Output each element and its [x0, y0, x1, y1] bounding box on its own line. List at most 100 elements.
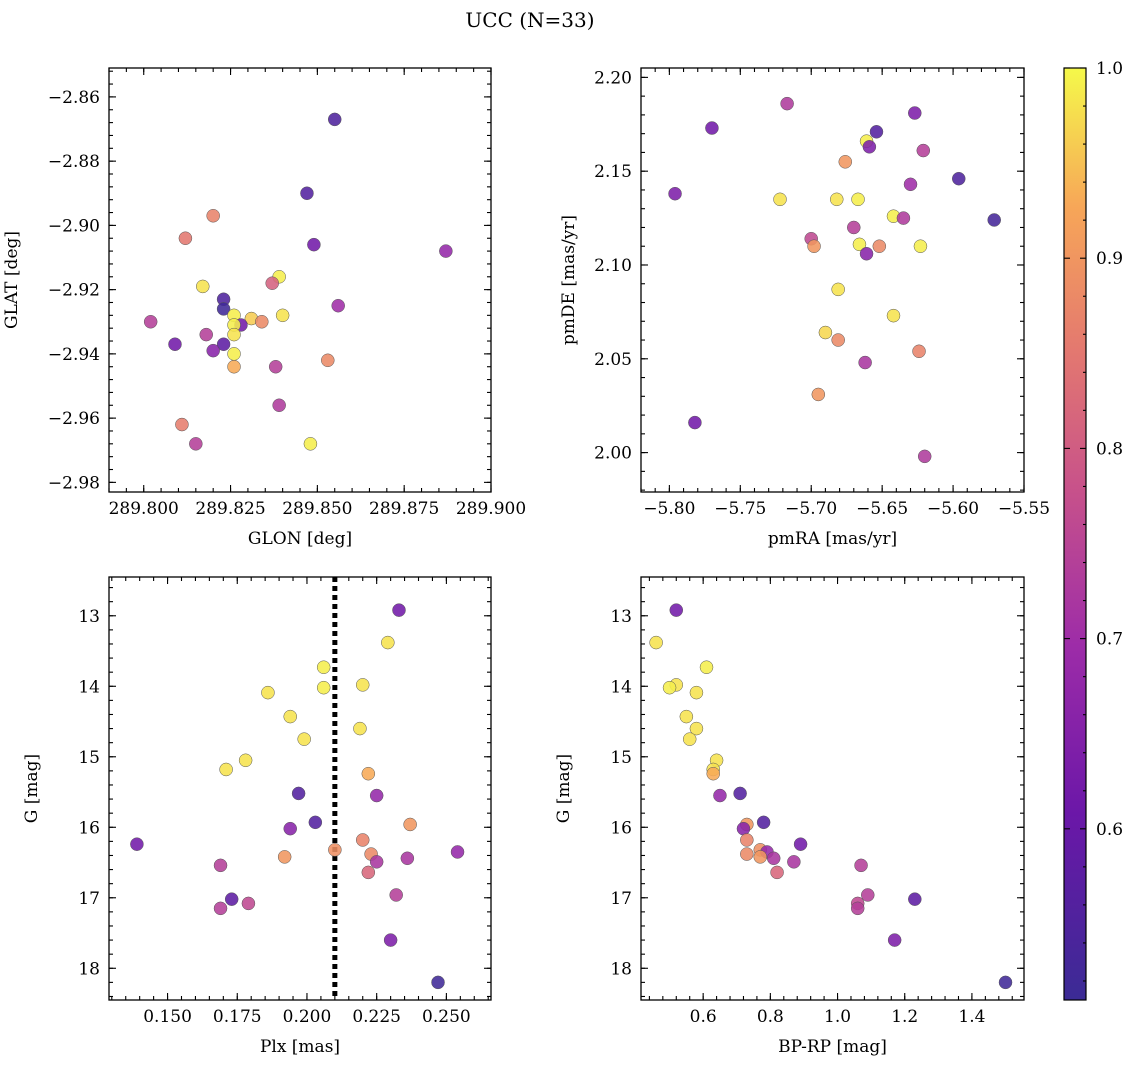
scatter-point: [770, 865, 784, 880]
scatter-point: [383, 933, 398, 947]
scatter-point: [753, 850, 768, 864]
axes-frame: [640, 67, 1025, 493]
x-tick-label: 0.250: [422, 1007, 471, 1027]
scatter-point: [818, 325, 833, 340]
scatter-point: [811, 387, 826, 402]
scatter-point: [908, 106, 922, 120]
scatter-point: [353, 721, 367, 736]
scatter-point: [858, 355, 872, 370]
y-tick-label: 18: [610, 959, 632, 979]
scatter-point: [831, 333, 845, 347]
scatter-point: [189, 437, 203, 451]
panel-glon-glat: 289.800 289.825 289.850 289.875 289.900 −2.98…: [2, 67, 526, 549]
scatter-point: [227, 359, 241, 374]
scatter-point: [431, 975, 445, 990]
scatter-point: [773, 192, 787, 207]
scatter-point: [998, 975, 1013, 990]
scatter-point: [679, 709, 694, 724]
x-tick-label: −5.60: [927, 499, 979, 519]
panel-pmra-pmde: −5.80 −5.75 −5.70 −5.65 −5.60 −5.55 2.00 2.05 2.…: [559, 67, 1050, 549]
scatter-point: [355, 833, 370, 847]
axes-frame: [108, 576, 492, 1001]
scatter-point: [369, 788, 384, 803]
scatter-point: [216, 337, 231, 351]
scatter-point: [859, 246, 874, 261]
x-tick-label: 1.0: [824, 1007, 851, 1027]
scatter-point: [227, 327, 241, 342]
scatter-point: [261, 685, 275, 700]
scatter-point: [143, 315, 158, 329]
scatter-point: [852, 237, 867, 252]
scatter-point: [355, 678, 370, 692]
scatter-point: [793, 837, 808, 851]
scatter-point: [307, 237, 321, 252]
scatter-point: [713, 788, 727, 803]
scatter-point: [908, 892, 922, 906]
scatter-point: [316, 660, 331, 674]
scatter-point: [265, 276, 279, 290]
x-tick-label: 0.200: [283, 1007, 332, 1027]
y-tick-label: 17: [78, 889, 100, 909]
colorbar: 0.6 0.7 0.8 0.9 1.0: [1063, 59, 1123, 1001]
x-tick-label: 1.4: [958, 1007, 985, 1027]
x-tick-label: 289.900: [456, 499, 526, 519]
x-tick-label: 0.8: [757, 1007, 784, 1027]
scatter-point: [206, 209, 220, 223]
x-tick-label: 0.6: [690, 1007, 717, 1027]
scatter-point: [740, 833, 754, 847]
scatter-point: [903, 177, 918, 192]
panel-plx-g: 0.150 0.175 0.200 0.225 0.250 13 14 15 16 17 18 Plx…: [22, 576, 492, 1057]
scatter-point: [369, 855, 384, 869]
y-tick-label: −2.90: [48, 216, 100, 236]
scatter-point: [213, 901, 228, 916]
scatter-point: [327, 112, 342, 127]
x-axis-label: GLON [deg]: [248, 529, 352, 549]
scatter-point: [168, 337, 182, 351]
scatter-point: [392, 603, 406, 617]
figure-title: UCC (N=33): [465, 8, 594, 32]
y-tick-label: 13: [78, 607, 100, 627]
y-axis-label: GLAT [deg]: [2, 231, 22, 329]
scatter-point: [283, 709, 297, 724]
x-tick-label: −5.70: [785, 499, 837, 519]
scatter-point: [756, 815, 771, 830]
scatter-point: [291, 786, 306, 801]
scatter-point: [175, 417, 189, 432]
scatter-point: [951, 171, 966, 186]
scatter-point: [766, 851, 781, 866]
y-tick-label: −2.92: [48, 281, 100, 301]
scatter-point: [705, 121, 719, 135]
y-tick-label: 18: [78, 959, 100, 979]
scatter-point: [308, 815, 323, 830]
scatter-point: [361, 865, 376, 880]
x-tick-label: −5.75: [714, 499, 766, 519]
scatter-point: [662, 680, 677, 695]
scatter-point: [912, 344, 926, 359]
scatter-point: [272, 398, 286, 413]
scatter-point: [389, 888, 403, 902]
scatter-point: [854, 858, 868, 873]
scatter-point: [807, 239, 821, 253]
scatter-point: [740, 847, 754, 861]
y-axis-label: G [mag]: [22, 754, 42, 823]
y-tick-label: 16: [78, 818, 100, 838]
scatter-point: [450, 845, 465, 859]
y-tick-label: 2.00: [594, 444, 632, 464]
y-tick-label: −2.86: [48, 88, 100, 108]
x-tick-label: −5.80: [643, 499, 695, 519]
scatter-point: [130, 837, 144, 851]
scatter-point: [328, 843, 342, 857]
scatter-point: [733, 786, 747, 801]
scatter-point: [861, 888, 875, 902]
scatter-point: [780, 96, 794, 111]
scatter-point: [862, 140, 877, 154]
colorbar-gradient: [1063, 67, 1087, 1001]
scatter-point: [224, 892, 239, 906]
x-tick-label: 0.175: [213, 1007, 262, 1027]
scatter-point: [300, 186, 314, 201]
colorbar-tick-label: 0.8: [1096, 439, 1123, 459]
scatter-point: [917, 449, 932, 464]
scatter-point: [196, 279, 210, 294]
scatter-point: [297, 732, 311, 746]
scatter-point: [403, 817, 417, 832]
